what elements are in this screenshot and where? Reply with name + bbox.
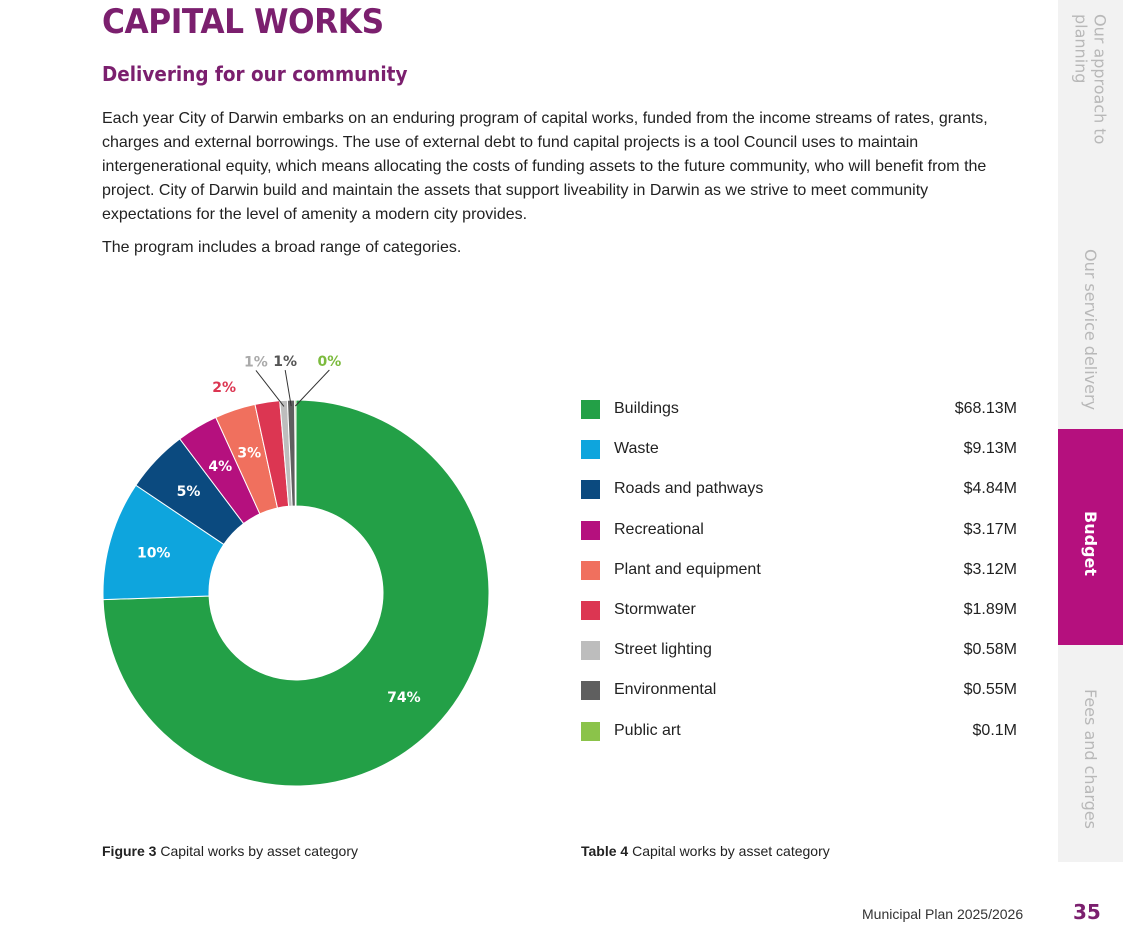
category-value: $1.89M <box>963 600 1017 618</box>
slice-percent-label: 10% <box>137 545 171 561</box>
slice-percent-label: 0% <box>317 354 341 370</box>
category-value: $0.1M <box>972 721 1017 739</box>
figure-caption-text: Capital works by asset category <box>160 843 358 859</box>
category-label: Stormwater <box>614 600 696 618</box>
slice-percent-label: 5% <box>177 484 201 500</box>
legend-swatch <box>581 600 600 620</box>
legend-swatch <box>581 520 600 540</box>
page-subtitle: Delivering for our community <box>102 62 408 86</box>
slice-percent-label: 2% <box>212 380 236 396</box>
legend-swatch <box>581 681 600 701</box>
table-caption: Table 4 Capital works by asset category <box>581 843 830 859</box>
category-label: Public art <box>614 721 681 739</box>
table-row: Recreational $3.17M <box>581 518 1021 558</box>
sidebar-tab-label: Our approach to planning <box>1071 14 1110 145</box>
table-row: Waste $9.13M <box>581 437 1021 477</box>
sidebar-tab-service-delivery[interactable]: Our service delivery <box>1058 215 1123 429</box>
table-caption-text: Capital works by asset category <box>632 843 830 859</box>
table-row: Buildings $68.13M <box>581 397 1021 437</box>
category-value: $4.84M <box>963 480 1017 498</box>
legend-swatch <box>581 721 600 741</box>
sidebar-tab-planning[interactable]: Our approach to planning <box>1058 0 1123 215</box>
legend-swatch <box>581 480 600 500</box>
legend-swatch <box>581 641 600 661</box>
capital-works-table: Buildings $68.13M Waste $9.13M Roads and pat… <box>581 397 1021 759</box>
sidebar-tab-budget[interactable]: Budget <box>1058 429 1123 645</box>
table-caption-prefix: Table 4 <box>581 843 629 859</box>
sidebar-tab-label: Budget <box>1081 511 1100 576</box>
table-row: Plant and equipment $3.12M <box>581 558 1021 598</box>
figure-caption-prefix: Figure 3 <box>102 843 157 859</box>
leader-line <box>294 369 330 407</box>
page-number: 35 <box>1073 900 1101 924</box>
category-value: $3.12M <box>963 560 1017 578</box>
table-row: Street lighting $0.58M <box>581 638 1021 678</box>
category-label: Recreational <box>614 520 704 538</box>
figure-caption: Figure 3 Capital works by asset category <box>102 843 358 859</box>
sidebar-tab-fees[interactable]: Fees and charges <box>1058 645 1123 862</box>
section-sidebar: Our approach to planning Our service del… <box>1058 0 1123 862</box>
slice-percent-label: 1% <box>273 354 297 370</box>
category-label: Waste <box>614 440 659 458</box>
leader-line <box>255 370 285 407</box>
donut-slice-buildings <box>102 399 490 787</box>
sidebar-tab-label: Fees and charges <box>1081 689 1100 829</box>
slice-percent-label: 4% <box>208 459 232 475</box>
category-value: $0.55M <box>963 681 1017 699</box>
category-value: $9.13M <box>963 440 1017 458</box>
leader-line <box>284 369 292 407</box>
sidebar-tab-label: Our service delivery <box>1081 249 1100 411</box>
capital-works-donut-chart: 74% 10% 5% 4% 3% 2% 1% 1% 0% <box>102 354 490 787</box>
page-title: CAPITAL WORKS <box>102 2 384 42</box>
slice-percent-label: 74% <box>387 690 421 706</box>
category-label: Street lighting <box>614 641 712 659</box>
category-label: Roads and pathways <box>614 480 764 498</box>
legend-swatch <box>581 440 600 460</box>
table-row: Public art $0.1M <box>581 719 1021 759</box>
table-row: Roads and pathways $4.84M <box>581 477 1021 517</box>
legend-swatch <box>581 400 600 419</box>
category-value: $68.13M <box>954 400 1017 417</box>
legend-swatch <box>581 560 600 580</box>
slice-percent-label: 3% <box>237 446 261 462</box>
category-value: $0.58M <box>963 641 1017 659</box>
category-label: Plant and equipment <box>614 560 761 578</box>
category-label: Environmental <box>614 681 717 699</box>
category-label: Buildings <box>614 400 679 417</box>
category-value: $3.17M <box>963 520 1017 538</box>
table-row: Environmental $0.55M <box>581 678 1021 718</box>
donut-slice-public-art <box>294 399 297 507</box>
intro-paragraph: Each year City of Darwin embarks on an e… <box>102 110 988 223</box>
intro-paragraph-categories: The program includes a broad range of ca… <box>102 239 462 256</box>
slice-percent-label: 1% <box>244 354 268 370</box>
table-row: Stormwater $1.89M <box>581 598 1021 638</box>
footer-document-title: Municipal Plan 2025/2026 <box>862 906 1024 922</box>
